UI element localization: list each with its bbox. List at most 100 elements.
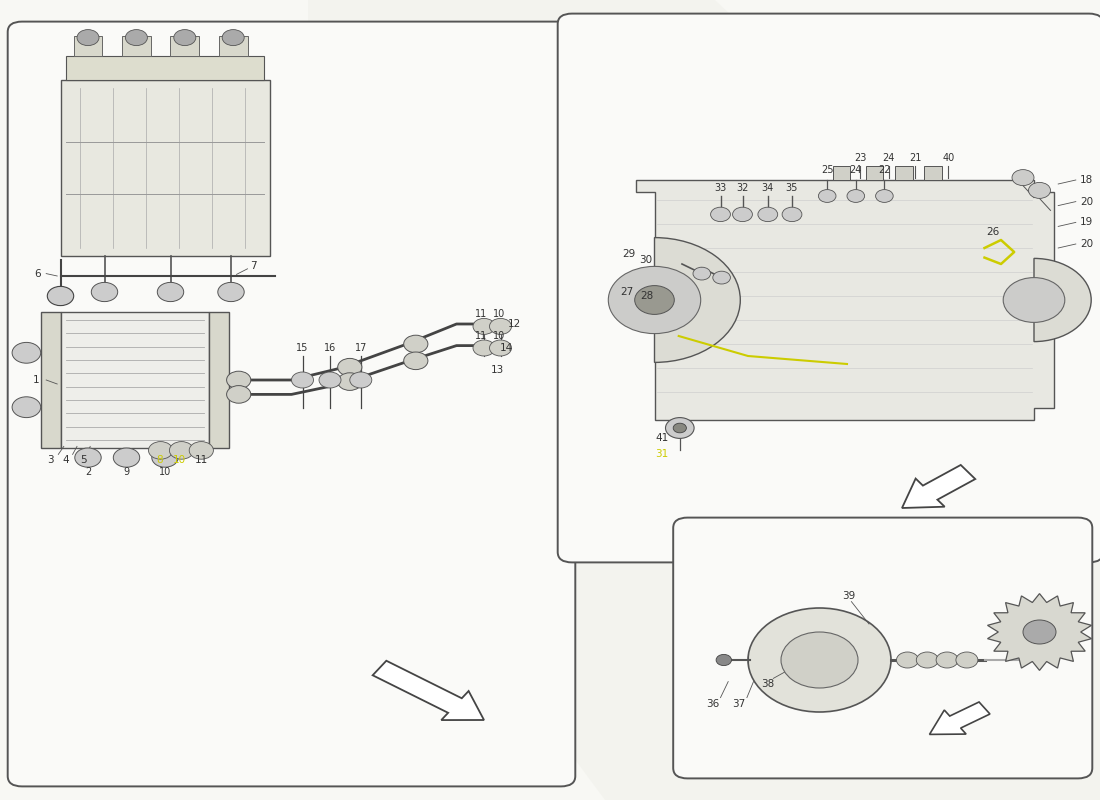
Text: 32: 32 (736, 183, 749, 193)
Circle shape (666, 418, 694, 438)
Text: 21: 21 (909, 153, 922, 162)
Circle shape (77, 30, 99, 46)
Circle shape (782, 207, 802, 222)
Text: 35: 35 (785, 183, 799, 193)
Wedge shape (1034, 258, 1091, 342)
Text: 1: 1 (33, 375, 40, 385)
Text: 2: 2 (85, 467, 91, 477)
Circle shape (818, 190, 836, 202)
Text: 23: 23 (854, 153, 867, 162)
Bar (209, 312, 229, 448)
Text: 9: 9 (123, 467, 130, 477)
Text: 41: 41 (656, 434, 669, 443)
Text: 26: 26 (987, 227, 1000, 237)
Text: 34: 34 (761, 183, 774, 193)
Circle shape (758, 207, 778, 222)
Text: 37: 37 (733, 699, 746, 709)
Circle shape (693, 267, 711, 280)
Circle shape (319, 372, 341, 388)
Text: 17: 17 (354, 343, 367, 353)
FancyBboxPatch shape (8, 22, 575, 786)
Bar (60, 80, 270, 256)
Circle shape (404, 352, 428, 370)
Circle shape (876, 190, 893, 202)
Text: 10: 10 (493, 331, 506, 341)
Circle shape (1023, 620, 1056, 644)
Text: 10: 10 (158, 467, 172, 477)
Circle shape (227, 386, 251, 403)
Circle shape (338, 373, 362, 390)
Circle shape (404, 335, 428, 353)
Text: 33: 33 (714, 183, 727, 193)
Text: 30: 30 (639, 255, 652, 265)
Text: 22: 22 (878, 166, 891, 175)
Polygon shape (373, 661, 484, 720)
Circle shape (733, 207, 752, 222)
Text: 6: 6 (34, 269, 41, 278)
Text: 28: 28 (640, 291, 653, 301)
Bar (866, 166, 883, 180)
Bar (895, 166, 913, 180)
Bar (219, 36, 248, 56)
Text: 27: 27 (620, 287, 634, 297)
Circle shape (338, 358, 362, 376)
Circle shape (473, 318, 495, 334)
Circle shape (148, 442, 173, 459)
Text: 40: 40 (942, 153, 955, 162)
Text: 7: 7 (250, 261, 256, 270)
Circle shape (748, 608, 891, 712)
Text: 11: 11 (474, 331, 487, 341)
Text: 20: 20 (1080, 239, 1093, 249)
Text: MASERATI: MASERATI (304, 338, 840, 430)
Circle shape (222, 30, 244, 46)
Circle shape (12, 397, 41, 418)
Circle shape (113, 448, 140, 467)
Circle shape (711, 207, 730, 222)
Circle shape (896, 652, 918, 668)
Bar (924, 166, 942, 180)
Text: 5: 5 (80, 455, 87, 465)
Text: 11: 11 (195, 455, 208, 465)
Bar (60, 312, 209, 448)
Circle shape (916, 652, 938, 668)
Circle shape (174, 30, 196, 46)
Text: 4: 4 (63, 455, 69, 465)
Circle shape (12, 342, 41, 363)
Text: 20: 20 (1080, 197, 1093, 206)
Circle shape (936, 652, 958, 668)
Text: 10: 10 (173, 455, 186, 465)
Circle shape (716, 654, 732, 666)
Text: 19: 19 (1080, 218, 1093, 227)
Circle shape (125, 30, 147, 46)
Text: 25: 25 (821, 166, 834, 175)
Circle shape (1028, 182, 1050, 198)
Bar (833, 166, 850, 180)
Circle shape (47, 286, 74, 306)
Circle shape (847, 190, 865, 202)
Circle shape (292, 372, 313, 388)
Circle shape (227, 371, 251, 389)
Circle shape (490, 318, 512, 334)
Bar (66, 56, 264, 80)
Text: 31: 31 (656, 449, 669, 458)
Text: passion for parts since 1985: passion for parts since 1985 (395, 454, 749, 538)
FancyBboxPatch shape (673, 518, 1092, 778)
Wedge shape (654, 238, 740, 362)
Circle shape (157, 282, 184, 302)
Circle shape (713, 271, 730, 284)
Circle shape (473, 340, 495, 356)
Circle shape (152, 448, 178, 467)
Bar (170, 36, 199, 56)
Circle shape (490, 340, 512, 356)
Polygon shape (988, 594, 1091, 670)
Text: 8: 8 (156, 455, 163, 465)
Circle shape (673, 423, 686, 433)
Text: 10: 10 (493, 309, 506, 318)
Bar (74, 36, 102, 56)
Circle shape (956, 652, 978, 668)
Circle shape (781, 632, 858, 688)
Circle shape (75, 448, 101, 467)
Text: 18: 18 (1080, 175, 1093, 185)
Text: 36: 36 (706, 699, 719, 709)
Circle shape (635, 286, 674, 314)
